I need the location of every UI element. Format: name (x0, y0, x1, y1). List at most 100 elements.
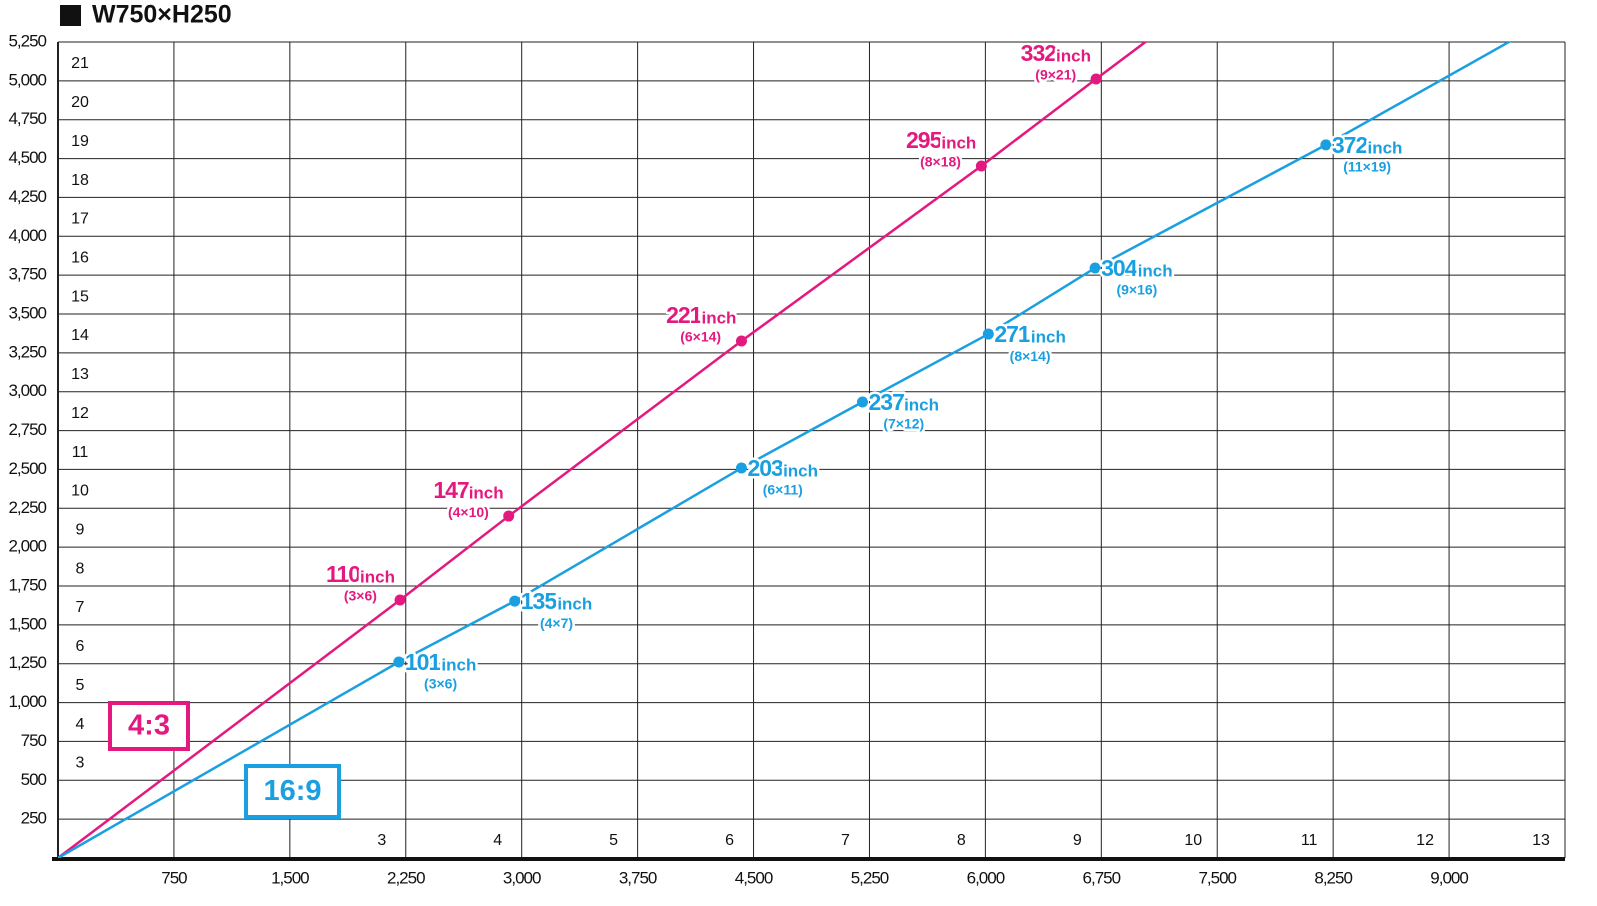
x-tick-label: 7,500 (1198, 868, 1236, 887)
y-tick-label: 2,500 (8, 459, 46, 478)
point-label: 271 (994, 321, 1031, 347)
y-tick-label: 4,250 (8, 187, 46, 206)
x-tick-label: 2,250 (387, 868, 425, 887)
x-module-label: 11 (1301, 832, 1318, 849)
y-tick-label: 3,750 (8, 265, 46, 284)
point-size: (4×10) (448, 504, 489, 520)
legend-label: 16:9 (263, 775, 321, 807)
y-tick-label: 2,000 (8, 537, 46, 556)
series-line (399, 77, 1097, 601)
point-size: (4×7) (540, 615, 573, 631)
point-size: (9×16) (1116, 282, 1157, 298)
y-module-label: 7 (76, 599, 85, 616)
point-label: 147 (433, 477, 469, 503)
point-size: (8×14) (1010, 348, 1051, 364)
y-module-label: 21 (71, 55, 89, 72)
chart-title: W750×H250 (92, 1, 232, 29)
point-label: 304 (1101, 255, 1138, 281)
data-point (1090, 73, 1102, 85)
point-unit: inch (441, 655, 476, 674)
x-module-label: 7 (841, 832, 850, 849)
x-module-label: 5 (609, 832, 618, 849)
y-tick-label: 5,000 (8, 70, 46, 89)
y-module-label: 15 (71, 288, 89, 305)
point-unit: inch (469, 484, 504, 503)
x-module-label: 8 (957, 832, 966, 849)
x-module-label: 4 (493, 832, 502, 849)
y-module-label: 8 (76, 560, 85, 577)
point-size: (9×21) (1035, 67, 1076, 83)
x-module-label: 13 (1532, 832, 1550, 849)
legend-label: 4:3 (128, 710, 170, 742)
point-size: (8×18) (920, 154, 961, 170)
y-module-label: 12 (71, 405, 89, 422)
legend-box (244, 764, 341, 819)
x-tick-label: 4,500 (735, 868, 773, 887)
y-module-label: 3 (76, 755, 85, 772)
point-size: (7×12) (883, 416, 924, 432)
x-tick-label: 6,000 (967, 868, 1005, 887)
y-tick-label: 750 (21, 731, 47, 750)
y-tick-label: 3,250 (8, 342, 46, 361)
data-point (394, 594, 406, 606)
point-label: 237 (869, 389, 905, 415)
line-extension (1325, 42, 1512, 146)
y-module-label: 9 (76, 522, 85, 539)
y-module-label: 19 (71, 133, 89, 150)
point-label: 135 (521, 588, 558, 614)
y-module-label: 6 (76, 638, 85, 655)
x-tick-label: 1,500 (271, 868, 309, 887)
point-size: (6×11) (763, 482, 803, 498)
x-tick-label: 3,750 (619, 868, 657, 887)
x-module-label: 3 (377, 832, 386, 849)
point-size: (11×19) (1343, 159, 1391, 175)
y-module-label: 17 (71, 211, 89, 228)
data-point (393, 656, 405, 668)
data-point (735, 335, 747, 347)
y-module-label: 4 (76, 716, 85, 733)
point-unit: inch (904, 395, 939, 414)
data-point (982, 328, 994, 340)
point-label: 295 (906, 127, 943, 153)
point-unit: inch (1056, 46, 1091, 65)
data-point (735, 462, 747, 474)
x-tick-label: 3,000 (503, 868, 541, 887)
x-tick-label: 9,000 (1430, 868, 1468, 887)
y-tick-label: 3,000 (8, 381, 46, 400)
title-marker (60, 5, 81, 26)
y-module-label: 18 (71, 172, 89, 189)
data-point (1089, 262, 1101, 274)
point-unit: inch (1031, 328, 1066, 347)
y-tick-label: 4,000 (8, 226, 46, 245)
y-module-label: 5 (76, 677, 85, 694)
legend-box (108, 701, 190, 751)
y-tick-label: 1,250 (8, 653, 46, 672)
data-point (503, 510, 515, 522)
y-module-label: 13 (71, 366, 89, 383)
point-size: (3×6) (424, 676, 457, 692)
point-size: (3×6) (344, 588, 377, 604)
y-tick-label: 3,500 (8, 303, 46, 322)
point-unit: inch (1367, 138, 1402, 157)
line-extension (58, 660, 400, 858)
point-label: 221 (666, 302, 703, 328)
x-module-label: 12 (1416, 832, 1434, 849)
y-tick-label: 250 (21, 809, 47, 828)
x-tick-label: 6,750 (1083, 868, 1121, 887)
point-unit: inch (941, 134, 976, 153)
y-tick-label: 1,000 (8, 692, 46, 711)
line-extension (1095, 42, 1148, 80)
y-tick-label: 4,500 (8, 148, 46, 167)
data-point (1320, 139, 1332, 151)
y-module-label: 16 (71, 250, 89, 267)
x-tick-label: 750 (161, 868, 187, 887)
point-unit: inch (1138, 261, 1173, 280)
point-label: 372 (1332, 132, 1368, 158)
y-tick-label: 1,500 (8, 614, 46, 633)
y-tick-label: 2,750 (8, 420, 46, 439)
x-module-label: 6 (725, 832, 734, 849)
point-label: 332 (1021, 40, 1057, 66)
y-module-label: 14 (71, 327, 89, 344)
y-module-label: 20 (71, 94, 89, 111)
